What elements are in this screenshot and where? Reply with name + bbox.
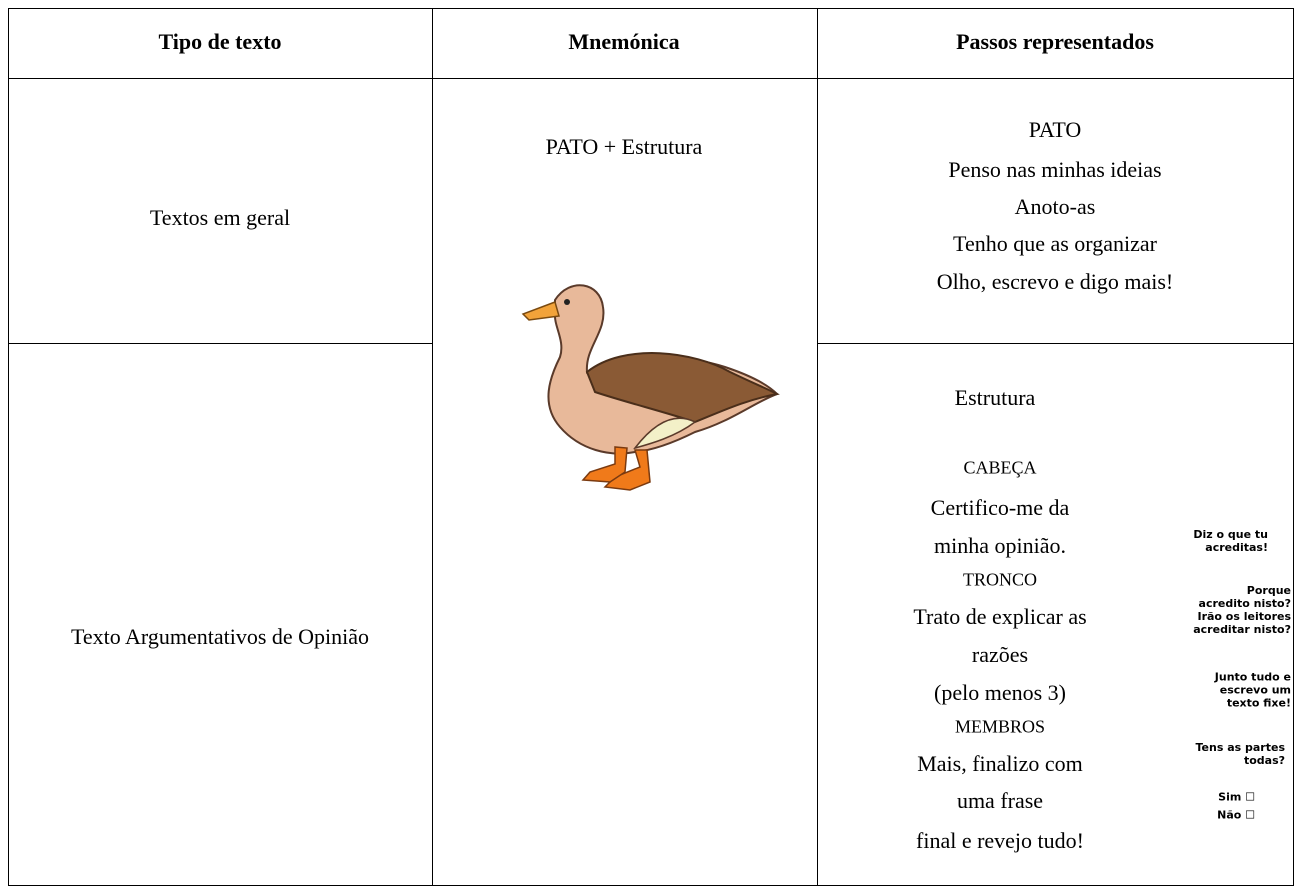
step: uma frase bbox=[956, 788, 1044, 813]
structure-title: Estrutura bbox=[954, 385, 1036, 410]
step: TRONCO bbox=[962, 569, 1038, 590]
side-note: Porque acredito nisto? Irão os leitores acr… bbox=[1193, 584, 1291, 636]
side-note-line: Junto tudo e bbox=[1214, 670, 1291, 684]
step: minha opinião. bbox=[934, 533, 1066, 558]
column-header: Passos representados bbox=[956, 29, 1154, 54]
side-note-line: escrevo um bbox=[1219, 683, 1291, 697]
step: Mais, finalizo com bbox=[917, 751, 1083, 776]
border bbox=[1293, 8, 1294, 886]
side-note-line: Tens as partes bbox=[1195, 741, 1286, 754]
duck-illustration bbox=[521, 284, 780, 491]
border bbox=[8, 8, 9, 886]
side-note-line: Irão os leitores bbox=[1197, 610, 1291, 623]
side-note-line: Sim ☐ bbox=[1218, 790, 1255, 804]
column-header: Tipo de texto bbox=[158, 29, 282, 54]
side-note-line: Não ☐ bbox=[1217, 808, 1255, 822]
side-note-line: acreditar nisto? bbox=[1193, 623, 1291, 636]
step: razões bbox=[971, 642, 1029, 667]
step: Trato de explicar as bbox=[913, 604, 1087, 629]
border bbox=[432, 8, 433, 886]
border bbox=[8, 8, 1294, 9]
side-note-line: todas? bbox=[1243, 754, 1285, 767]
step: (pelo menos 3) bbox=[934, 680, 1066, 705]
step: MEMBROS bbox=[954, 716, 1046, 737]
side-note: Sim ☐ bbox=[1218, 791, 1255, 804]
step: Anoto-as bbox=[1014, 194, 1096, 219]
step: PATO bbox=[1028, 117, 1082, 142]
step: Penso nas minhas ideias bbox=[948, 157, 1162, 182]
side-note-line: texto fixe! bbox=[1226, 696, 1291, 710]
border bbox=[817, 343, 1294, 344]
side-note: Tens as partes todas? bbox=[1196, 741, 1286, 767]
mnemonic: PATO + Estrutura bbox=[545, 134, 703, 159]
step: Tenho que as organizar bbox=[953, 231, 1157, 256]
border bbox=[8, 78, 1294, 79]
border bbox=[8, 885, 1294, 886]
side-note-line: Diz o que tu bbox=[1193, 528, 1268, 541]
text-type: Texto Argumentativos de Opinião bbox=[70, 624, 370, 649]
step: CABEÇA bbox=[963, 457, 1037, 478]
side-note-line: Porque bbox=[1246, 584, 1291, 597]
step: Olho, escrevo e digo mais! bbox=[936, 269, 1174, 294]
border bbox=[8, 343, 432, 344]
side-note: Diz o que tu acreditas! bbox=[1193, 528, 1268, 554]
side-note-line: acreditas! bbox=[1205, 541, 1268, 554]
text-type: Textos em geral bbox=[149, 205, 291, 230]
side-note-line: acredito nisto? bbox=[1198, 597, 1291, 610]
border bbox=[817, 8, 818, 886]
column-header: Mnemónica bbox=[568, 29, 680, 54]
side-note: Não ☐ bbox=[1217, 809, 1255, 822]
side-note: Junto tudo e escrevo um texto fixe! bbox=[1215, 671, 1291, 710]
step: final e revejo tudo! bbox=[916, 828, 1084, 853]
step: Certifico-me da bbox=[930, 495, 1070, 520]
